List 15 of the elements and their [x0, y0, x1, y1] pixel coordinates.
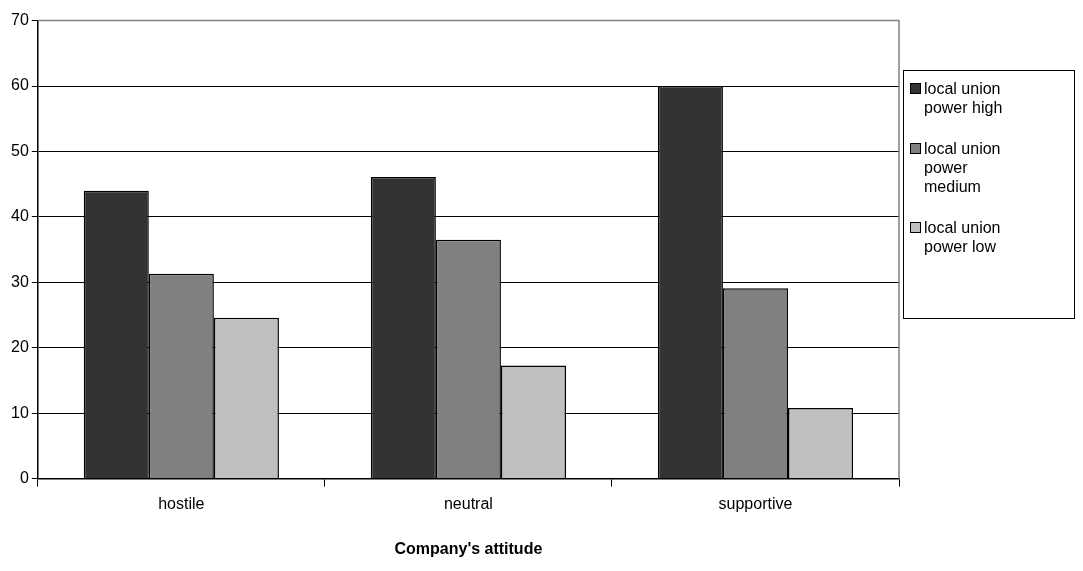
y-tick-label: 30: [11, 272, 29, 290]
y-tick-label: 20: [11, 338, 29, 356]
x-axis-title: Company's attitude: [394, 539, 543, 557]
y-tick-label: 70: [11, 11, 29, 29]
y-tick-label: 10: [11, 403, 29, 421]
legend-label: local union power medium: [924, 139, 1002, 196]
y-tick-label: 50: [11, 141, 29, 159]
y-tick-label: 40: [11, 207, 29, 225]
x-tick-label: supportive: [718, 494, 793, 512]
legend-label: local union power high: [924, 79, 1004, 117]
x-tick-label: hostile: [158, 494, 205, 512]
y-tick-label: 0: [19, 469, 29, 487]
x-tick-label: neutral: [443, 494, 493, 512]
y-tick-label: 60: [11, 76, 29, 94]
legend-label: local union power low: [924, 218, 1002, 256]
